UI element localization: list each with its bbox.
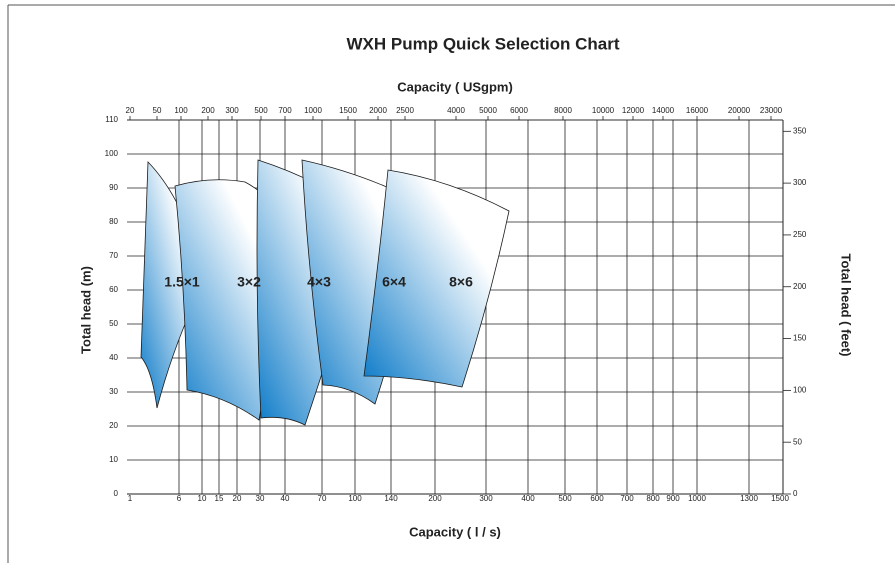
y-tick-label: 40 (109, 353, 118, 362)
x-tick-label: 30 (256, 494, 265, 503)
x2-tick-label: 20 (126, 106, 135, 115)
y-tick-label: 20 (109, 421, 118, 430)
x2-tick-label: 300 (225, 106, 239, 115)
x-tick-label: 900 (666, 494, 680, 503)
x-tick-label: 300 (479, 494, 493, 503)
region-label: 1.5×1 (164, 274, 200, 290)
x2-tick-label: 12000 (622, 106, 645, 115)
y-tick-label: 60 (109, 285, 118, 294)
x2-tick-label: 4000 (447, 106, 465, 115)
y-tick-label: 10 (109, 455, 118, 464)
x-tick-label: 100 (348, 494, 362, 503)
x-axis-label: Capacity ( l / s) (409, 524, 501, 539)
y2-tick-label: 0 (793, 489, 798, 498)
region-label: 8×6 (449, 274, 473, 290)
y2-tick-label: 100 (793, 385, 807, 394)
x2-axis-label: Capacity ( USgpm) (397, 79, 513, 94)
region-label: 4×3 (307, 274, 331, 290)
x2-tick-label: 200 (201, 106, 215, 115)
x2-tick-label: 8000 (554, 106, 572, 115)
x2-tick-label: 10000 (592, 106, 615, 115)
x2-tick-label: 6000 (510, 106, 528, 115)
y2-tick-label: 200 (793, 282, 807, 291)
y-tick-label: 90 (109, 183, 118, 192)
x-tick-label: 40 (281, 494, 290, 503)
x-tick-label: 400 (521, 494, 535, 503)
y-tick-label: 50 (109, 319, 118, 328)
x2-tick-label: 20000 (728, 106, 751, 115)
x-tick-label: 500 (558, 494, 572, 503)
x-tick-label: 6 (177, 494, 182, 503)
x2-tick-label: 50 (153, 106, 162, 115)
x2-tick-label: 500 (254, 106, 268, 115)
x-tick-label: 70 (318, 494, 327, 503)
region-label: 3×2 (237, 274, 261, 290)
y2-tick-label: 150 (793, 334, 807, 343)
x-tick-label: 140 (384, 494, 398, 503)
x-tick-label: 600 (590, 494, 604, 503)
y-axis-label: Total head (m) (78, 266, 93, 354)
y2-axis-label: Total head ( feet) (839, 253, 854, 356)
x2-tick-label: 2000 (369, 106, 387, 115)
region-label: 6×4 (382, 274, 406, 290)
selection-region (363, 169, 510, 388)
y-tick-label: 80 (109, 217, 118, 226)
x2-tick-label: 100 (174, 106, 188, 115)
x-tick-label: 700 (620, 494, 634, 503)
x2-tick-label: 2500 (396, 106, 414, 115)
y-tick-label: 100 (105, 149, 119, 158)
x2-tick-label: 14000 (652, 106, 675, 115)
x-tick-label: 10 (198, 494, 207, 503)
x2-tick-label: 16000 (686, 106, 709, 115)
y2-tick-label: 300 (793, 178, 807, 187)
x2-tick-label: 700 (278, 106, 292, 115)
x2-tick-label: 1500 (339, 106, 357, 115)
y2-tick-label: 50 (793, 437, 802, 446)
y2-tick-label: 250 (793, 230, 807, 239)
chart-title: WXH Pump Quick Selection Chart (347, 34, 620, 53)
x-tick-label: 800 (646, 494, 660, 503)
y-tick-label: 110 (105, 115, 118, 124)
y-tick-label: 30 (109, 387, 118, 396)
x-tick-label: 15 (215, 494, 224, 503)
x2-tick-label: 1000 (304, 106, 322, 115)
x-tick-label: 20 (233, 494, 242, 503)
x-tick-label: 1000 (688, 494, 706, 503)
x2-tick-label: 5000 (479, 106, 497, 115)
x-tick-label: 1 (128, 494, 133, 503)
x-tick-label: 200 (428, 494, 442, 503)
y2-tick-label: 350 (793, 126, 807, 135)
x-tick-label: 1500 (771, 494, 789, 503)
y-tick-label: 70 (109, 251, 118, 260)
y-tick-label: 0 (114, 489, 119, 498)
x2-tick-label: 23000 (760, 106, 783, 115)
x-tick-label: 1300 (740, 494, 758, 503)
